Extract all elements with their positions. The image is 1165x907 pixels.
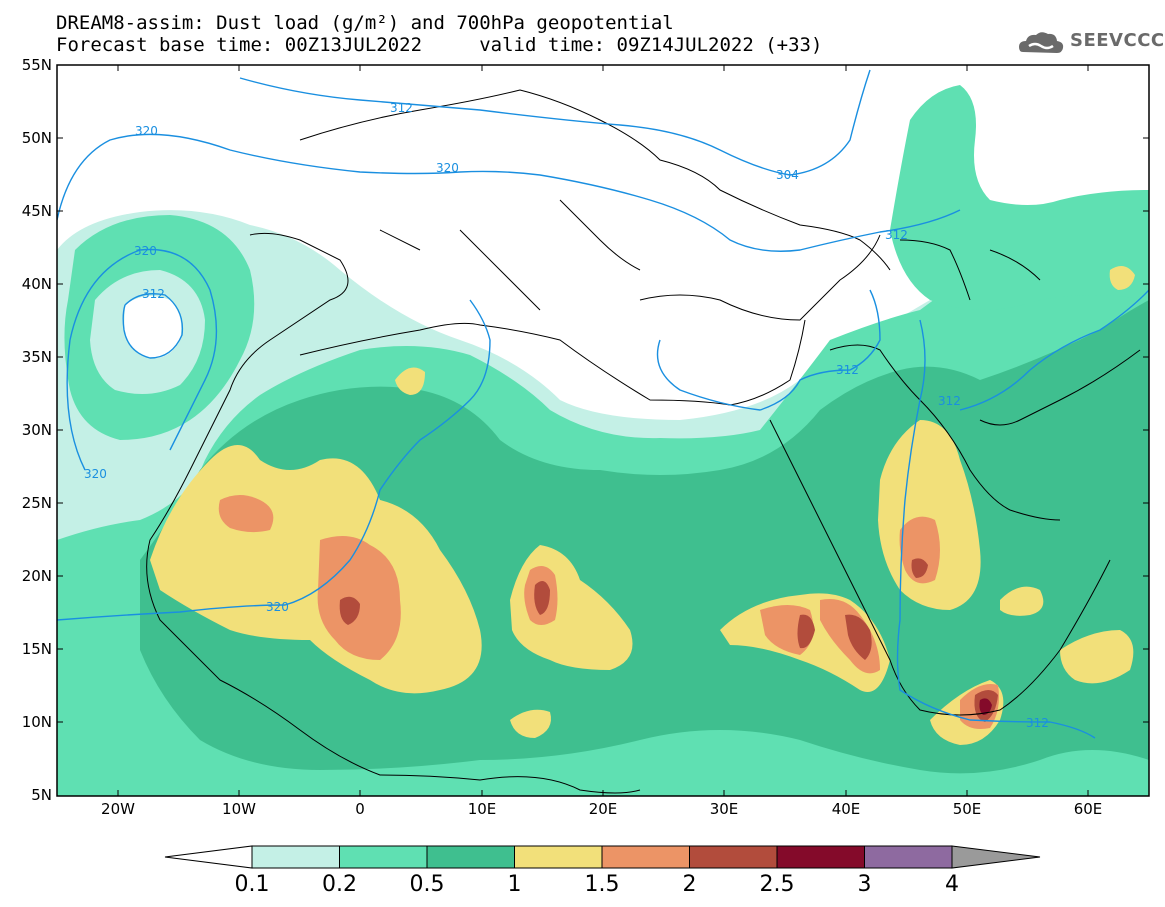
colorbar (164, 845, 1041, 869)
lon-label: 20E (589, 800, 618, 818)
contour-label: 312 (142, 287, 165, 301)
lon-label: 60E (1074, 800, 1103, 818)
colorbar-swatch (426, 845, 515, 869)
lon-label: 0 (355, 800, 365, 818)
colorbar-label: 2.5 (759, 872, 795, 897)
contour-label: 304 (776, 168, 799, 182)
contour-label: 320 (436, 161, 459, 175)
lat-label: 15N (22, 640, 52, 658)
dust-field (57, 65, 1149, 796)
tick-marks (57, 64, 1149, 796)
colorbar-label: 2 (682, 872, 697, 897)
seevccc-logo-text: SEEVCCC (1070, 30, 1165, 51)
lat-label: 5N (31, 786, 52, 804)
lat-label: 35N (22, 348, 52, 366)
colorbar-label: 0.5 (409, 872, 445, 897)
lon-label: 10E (468, 800, 497, 818)
geopotential-contours (57, 69, 1149, 739)
contour-label: 312 (938, 394, 961, 408)
contour-label: 312 (390, 101, 413, 115)
colorbar-label: 0.2 (322, 872, 357, 897)
colorbar-label: 0.1 (234, 872, 270, 897)
colorbar-label: 1 (507, 872, 522, 897)
contour-label: 312 (836, 363, 859, 377)
contour-label: 312 (885, 228, 908, 242)
colorbar-swatch (864, 845, 953, 869)
colorbar-label: 1.5 (584, 872, 620, 897)
lat-label: 10N (22, 713, 52, 731)
colorbar-swatch (339, 845, 428, 869)
colorbar-label: 3 (857, 872, 872, 897)
longitude-labels: 20W 10W 0 10E 20E 30E 40E 50E 60E (101, 800, 1102, 818)
lon-label: 50E (953, 800, 982, 818)
contour-label: 320 (84, 467, 107, 481)
lat-label: 50N (22, 129, 52, 147)
forecast-time-subtitle: Forecast base time: 00Z13JUL2022 valid t… (56, 34, 823, 56)
colorbar-swatch (776, 845, 865, 869)
map-title: DREAM8-assim: Dust load (g/m²) and 700hP… (56, 12, 674, 34)
lat-label: 40N (22, 275, 52, 293)
colorbar-max-arrow (951, 845, 1041, 869)
colorbar-swatch (251, 845, 340, 869)
lon-label: 30E (710, 800, 739, 818)
lat-label: 25N (22, 494, 52, 512)
lat-label: 30N (22, 421, 52, 439)
colorbar-swatch (601, 845, 690, 869)
colorbar-swatch (689, 845, 778, 869)
contour-label: 320 (266, 600, 289, 614)
coastlines (146, 89, 1141, 794)
contour-label: 320 (134, 244, 157, 258)
colorbar-swatch (514, 845, 603, 869)
contour-label: 312 (1026, 716, 1049, 730)
lat-label: 55N (22, 56, 52, 74)
contour-labels: 312 320 320 320 312 304 312 312 312 320 … (84, 101, 1049, 730)
latitude-labels: 55N 50N 45N 40N 35N 30N 25N 20N 15N 10N … (22, 56, 52, 804)
colorbar-min-arrow (164, 845, 253, 869)
colorbar-label: 4 (945, 872, 959, 897)
lon-label: 10W (222, 800, 256, 818)
contour-label: 320 (135, 124, 158, 138)
cloud-logo-icon (1019, 32, 1064, 53)
lon-label: 20W (101, 800, 135, 818)
lon-label: 40E (832, 800, 861, 818)
lat-label: 20N (22, 567, 52, 585)
lat-label: 45N (22, 202, 52, 220)
